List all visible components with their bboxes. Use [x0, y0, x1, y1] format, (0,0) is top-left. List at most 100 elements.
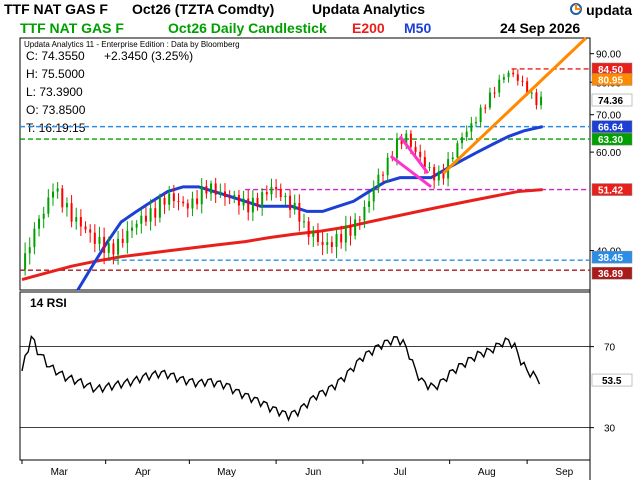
candle-body: [177, 201, 180, 203]
candle-body: [303, 221, 305, 223]
candle-body: [321, 241, 324, 245]
candle-body: [172, 193, 175, 202]
candle-body: [237, 194, 240, 206]
updata-logo-text: updata: [586, 2, 632, 18]
trend-line-2: [389, 154, 432, 189]
candle-body: [293, 202, 296, 210]
candle-body: [340, 233, 343, 243]
rsi-tick-label: 30: [604, 424, 616, 435]
candle-body: [512, 72, 515, 75]
candle-body: [414, 146, 417, 152]
candle-body: [316, 232, 319, 242]
candle-body: [42, 213, 45, 219]
price-tick-label: 90.00: [596, 50, 621, 61]
candle-body: [233, 194, 236, 198]
month-label: Sep: [555, 467, 573, 478]
value-tag-bg-1: [591, 73, 633, 86]
chart-date: 24 Sep 2026: [500, 20, 581, 36]
candle-body: [395, 139, 398, 159]
value-tag-bg-3: [591, 120, 633, 133]
rsi-title: 14 RSI: [30, 296, 67, 310]
candle-body: [168, 193, 171, 205]
candle-body: [65, 203, 68, 208]
candle-body: [149, 208, 152, 222]
candle-body: [186, 203, 189, 209]
candle-body: [330, 242, 333, 247]
title-bar: TTF NAT GAS F Oct26 (TZTA Comdty) Updata…: [0, 0, 640, 20]
candle-body: [182, 201, 185, 204]
candle-body: [349, 225, 352, 236]
candle-body: [474, 122, 477, 124]
candle-body: [56, 188, 59, 192]
contract-title: Oct26 (TZTA Comdty): [132, 1, 275, 17]
candle-body: [488, 92, 491, 108]
value-tag-bg-4: [591, 132, 633, 146]
candle-body: [437, 171, 440, 181]
candle-body: [507, 72, 510, 78]
candle-body: [107, 243, 110, 253]
candle-body: [279, 189, 282, 198]
candle-body: [270, 186, 273, 195]
candle-body: [284, 195, 287, 198]
candle-body: [502, 77, 505, 80]
candle-body: [158, 198, 161, 218]
candle-body: [335, 233, 338, 247]
candle-body: [38, 218, 41, 229]
candle-body: [163, 198, 166, 205]
chart-label: Oct26 Daily Candlestick: [168, 20, 327, 36]
candle-body: [247, 198, 250, 213]
rsi-tag-bg: [591, 373, 633, 387]
candle-body: [461, 137, 464, 144]
value-tag-2: 74.36: [598, 96, 623, 107]
candle-body: [312, 232, 315, 237]
candle-body: [98, 236, 101, 244]
candle-body: [442, 171, 445, 179]
info-close: C: 74.3550: [26, 49, 85, 63]
month-label: Jul: [394, 467, 407, 478]
candle-body: [530, 92, 533, 94]
candle-body: [84, 226, 87, 230]
rsi-line: [21, 334, 541, 422]
ema-label: E200: [352, 20, 385, 36]
candle-body: [526, 81, 529, 94]
rsi-panel-frame: [19, 291, 591, 461]
value-tag-4: 63.30: [598, 135, 623, 146]
candle-body: [400, 139, 403, 145]
candle-body: [126, 230, 129, 243]
candle-body: [377, 174, 380, 189]
candle-body: [47, 197, 50, 214]
sub-ticker: TTF NAT GAS F: [20, 20, 124, 36]
candle-body: [470, 123, 473, 132]
month-label: Mar: [51, 467, 69, 478]
candle-body: [456, 143, 459, 158]
candle-body: [75, 217, 78, 222]
candle-body: [479, 107, 482, 123]
month-label: Aug: [478, 467, 496, 478]
value-tag-bg-2: [591, 93, 633, 107]
candle-body: [516, 74, 519, 81]
price-tick-label: 70.00: [596, 111, 621, 122]
candle-body: [428, 167, 431, 169]
candle-body: [33, 228, 36, 248]
candle-body: [465, 131, 468, 138]
candle-body: [144, 215, 147, 222]
candle-body: [265, 192, 268, 195]
candle-body: [205, 185, 208, 194]
candle-body: [354, 219, 357, 236]
ma-label: M50: [404, 20, 432, 36]
price-panel-frame: [19, 37, 591, 291]
candle-body: [409, 133, 412, 147]
ma50-line: [76, 125, 543, 291]
candle-body: [131, 227, 134, 231]
price-tick-label: 60.00: [596, 148, 621, 159]
candle-body: [121, 238, 124, 243]
candle-body: [112, 243, 115, 255]
candle-body: [386, 157, 389, 176]
candle-body: [344, 225, 347, 243]
candle-body: [358, 219, 361, 221]
candle-body: [242, 198, 245, 206]
value-tag-1: 80.95: [598, 75, 623, 86]
candle-body: [79, 217, 82, 227]
candle-body: [228, 197, 231, 199]
